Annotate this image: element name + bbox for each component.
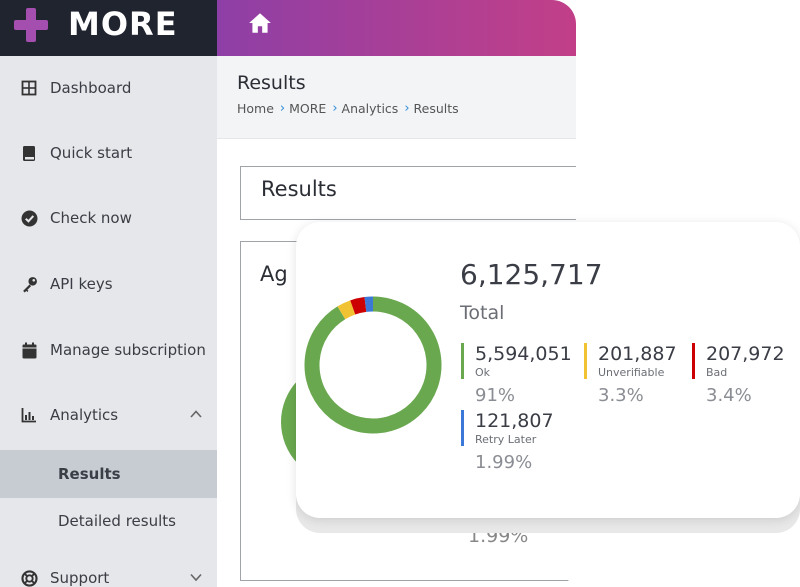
sidebar-item-analytics[interactable]: Analytics bbox=[0, 395, 217, 435]
chevron-right-icon: › bbox=[332, 101, 338, 116]
sidebar-item-label: Check now bbox=[50, 209, 132, 227]
results-panel: Results bbox=[240, 166, 576, 220]
donut-chart bbox=[304, 296, 442, 434]
chevron-right-icon: › bbox=[279, 101, 286, 116]
sidebar-item-manage-subscription[interactable]: Manage subscription bbox=[0, 330, 217, 370]
sidebar-subitem-label: Detailed results bbox=[58, 512, 176, 530]
stat-value: 5,594,051 bbox=[475, 343, 572, 365]
total-value: 6,125,717 bbox=[460, 258, 603, 291]
donut-slice-unverifiable bbox=[337, 300, 356, 320]
sidebar-item-label: Manage subscription bbox=[50, 341, 206, 359]
breadcrumb-current: Results bbox=[413, 101, 459, 116]
stat-percent: 3.3% bbox=[598, 385, 644, 406]
brand-name: MORE bbox=[68, 5, 178, 43]
aggregate-panel-title: Ag bbox=[260, 262, 288, 286]
plus-logo-icon bbox=[14, 8, 48, 42]
home-icon[interactable] bbox=[247, 10, 273, 36]
breadcrumb: Home › MORE › Analytics › Results bbox=[237, 101, 459, 116]
donut-slice-bad bbox=[350, 297, 367, 315]
key-icon bbox=[20, 275, 38, 293]
sidebar-item-support[interactable]: Support bbox=[0, 558, 217, 587]
bar-chart-icon bbox=[20, 406, 38, 424]
total-label: Total bbox=[460, 302, 505, 324]
donut-slice-ok bbox=[304, 296, 442, 434]
stat-value: 201,887 bbox=[598, 343, 677, 365]
sidebar-item-label: Dashboard bbox=[50, 79, 132, 97]
stat-value: 207,972 bbox=[706, 343, 785, 365]
sidebar-item-label: Quick start bbox=[50, 144, 133, 162]
chevron-up-icon bbox=[189, 407, 203, 425]
sidebar-item-api-keys[interactable]: API keys bbox=[0, 264, 217, 304]
sidebar-item-quick-start[interactable]: Quick start bbox=[0, 133, 217, 173]
sidebar-subitem-detailed-results[interactable]: Detailed results bbox=[0, 497, 217, 545]
stat-percent: 91% bbox=[475, 385, 516, 406]
breadcrumb-home[interactable]: Home bbox=[237, 101, 274, 116]
stat-value: 121,807 bbox=[475, 410, 554, 432]
sidebar-item-label: Analytics bbox=[50, 406, 119, 424]
stat-percent: 3.4% bbox=[706, 385, 752, 406]
sidebar: Dashboard Quick start Check now API keys… bbox=[0, 56, 217, 587]
breadcrumb-analytics[interactable]: Analytics bbox=[341, 101, 399, 116]
chevron-right-icon: › bbox=[404, 101, 410, 116]
stat-color-bar bbox=[584, 343, 587, 379]
grid-icon bbox=[20, 79, 38, 97]
stat-color-bar bbox=[461, 410, 464, 446]
summary-card: 6,125,717 Total 5,594,051 Ok 91% 201,887… bbox=[296, 222, 800, 518]
lifebuoy-icon bbox=[20, 569, 38, 587]
stat-percent: 1.99% bbox=[475, 452, 533, 473]
sidebar-item-check-now[interactable]: Check now bbox=[0, 198, 217, 238]
sidebar-subitem-results[interactable]: Results bbox=[0, 450, 217, 498]
sidebar-subitem-label: Results bbox=[58, 465, 121, 483]
page-header: Results Home › MORE › Analytics › Result… bbox=[217, 56, 576, 139]
stat-label: Ok bbox=[475, 366, 491, 379]
sidebar-item-label: Support bbox=[50, 569, 110, 587]
sidebar-item-dashboard[interactable]: Dashboard bbox=[0, 68, 217, 108]
stat-label: Retry Later bbox=[475, 433, 537, 446]
chevron-down-icon bbox=[189, 570, 203, 587]
stat-color-bar bbox=[692, 343, 695, 379]
check-circle-icon bbox=[20, 209, 38, 227]
stat-label: Bad bbox=[706, 366, 728, 379]
stat-color-bar bbox=[461, 343, 464, 379]
logo-bar: MORE bbox=[0, 0, 217, 56]
breadcrumb-more[interactable]: MORE bbox=[289, 101, 327, 116]
results-panel-title: Results bbox=[261, 177, 337, 201]
sidebar-item-label: API keys bbox=[50, 275, 113, 293]
top-bar bbox=[217, 0, 576, 56]
calendar-icon bbox=[20, 341, 38, 359]
stat-label: Unverifiable bbox=[598, 366, 665, 379]
page-title: Results bbox=[237, 72, 306, 94]
book-icon bbox=[20, 144, 38, 162]
